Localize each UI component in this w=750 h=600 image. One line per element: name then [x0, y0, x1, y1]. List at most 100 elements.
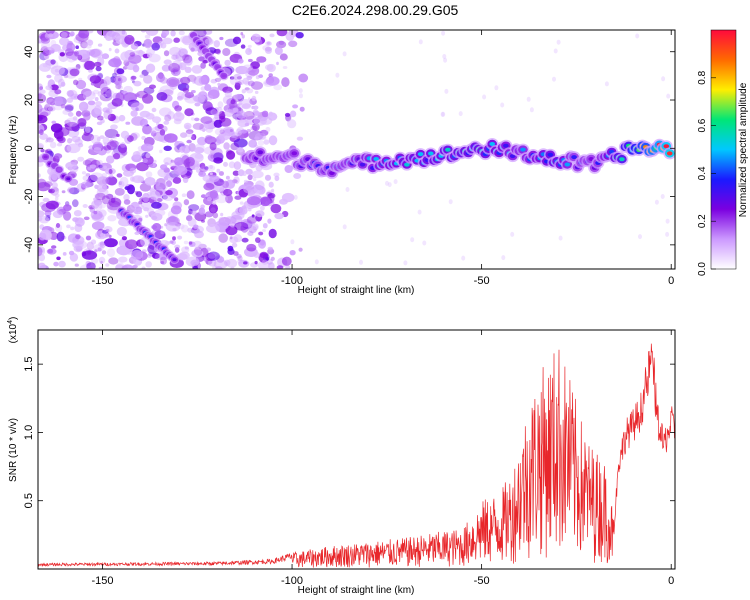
- noise-blob: [55, 223, 61, 228]
- noise-blob: [186, 215, 193, 222]
- noise-blob: [264, 174, 272, 181]
- noise-blob: [154, 209, 166, 217]
- noise-blob: [209, 165, 213, 169]
- noise-blob: [190, 47, 195, 53]
- noise-blob: [141, 266, 146, 269]
- noise-blob: [173, 37, 180, 43]
- noise-blob: [293, 173, 302, 179]
- main-trace-blob: [663, 144, 670, 149]
- noise-blob: [665, 231, 670, 237]
- noise-blob: [133, 80, 142, 87]
- noise-blob: [120, 142, 126, 148]
- noise-blob: [229, 76, 235, 80]
- noise-blob: [67, 138, 72, 144]
- noise-blob: [529, 107, 534, 113]
- noise-blob: [203, 258, 207, 262]
- noise-blob: [68, 164, 79, 173]
- noise-blob: [151, 107, 157, 113]
- noise-blob: [109, 174, 113, 178]
- noise-blob: [97, 247, 102, 252]
- noise-blob: [245, 47, 253, 56]
- snr-multiplier-close: ): [8, 317, 19, 320]
- y-tick-label: -40: [23, 237, 35, 253]
- noise-blob: [106, 248, 116, 258]
- noise-blob: [253, 251, 260, 258]
- noise-blob: [173, 112, 185, 122]
- noise-blob: [103, 76, 112, 86]
- noise-blob: [85, 173, 91, 177]
- snr-x-label: Height of straight line (km): [298, 585, 415, 596]
- noise-blob: [154, 230, 166, 240]
- noise-blob: [248, 97, 251, 101]
- noise-blob: [96, 159, 103, 166]
- noise-blob: [38, 40, 41, 44]
- noise-blob: [604, 81, 609, 87]
- noise-blob: [335, 72, 340, 78]
- noise-blob: [98, 241, 105, 247]
- noise-blob: [441, 111, 446, 117]
- noise-blob: [195, 143, 205, 153]
- noise-blob: [173, 165, 188, 176]
- noise-blob: [246, 129, 251, 133]
- noise-blob: [125, 239, 138, 250]
- noise-blob: [129, 167, 137, 174]
- noise-blob: [114, 75, 127, 84]
- noise-blob: [130, 102, 144, 112]
- noise-blob: [64, 104, 74, 111]
- noise-blob: [289, 250, 296, 256]
- noise-blob: [126, 135, 134, 143]
- noise-blob: [185, 129, 194, 135]
- noise-blob: [261, 110, 269, 118]
- noise-blob: [50, 59, 56, 65]
- main-trace-blob: [329, 171, 335, 176]
- noise-blob: [97, 43, 103, 47]
- noise-blob: [101, 173, 108, 178]
- noise-blob: [233, 138, 248, 148]
- noise-blob: [114, 48, 120, 54]
- noise-blob: [223, 188, 233, 197]
- y-tick-label: -20: [23, 189, 35, 205]
- noise-blob: [163, 133, 178, 143]
- noise-blob: [152, 116, 162, 123]
- noise-blob: [142, 93, 154, 104]
- noise-blob: [184, 131, 193, 138]
- noise-blob: [60, 31, 68, 38]
- noise-blob: [70, 226, 75, 231]
- noise-blob: [93, 197, 97, 202]
- noise-blob: [160, 230, 166, 235]
- noise-blob: [108, 169, 113, 174]
- colorbar-tick-label: 0.4: [697, 166, 708, 180]
- noise-blob: [174, 105, 183, 112]
- noise-blob: [67, 112, 74, 117]
- noise-blob: [170, 205, 182, 215]
- noise-blob: [232, 170, 240, 176]
- noise-blob: [247, 174, 253, 181]
- noise-blob: [82, 90, 96, 101]
- noise-blob: [267, 218, 272, 224]
- noise-blob: [45, 139, 48, 143]
- noise-blob: [494, 85, 499, 91]
- noise-blob: [55, 96, 63, 105]
- noise-blob: [46, 137, 54, 143]
- spectrogram-y-label: Frequency (Hz): [8, 116, 19, 185]
- noise-blob: [198, 207, 206, 215]
- noise-blob: [185, 256, 200, 267]
- noise-blob: [69, 31, 75, 37]
- noise-blob: [141, 143, 154, 152]
- noise-blob: [246, 243, 257, 252]
- noise-blob: [123, 199, 131, 205]
- noise-blob: [244, 122, 250, 127]
- noise-blob: [236, 110, 247, 119]
- noise-blob: [48, 33, 54, 38]
- noise-blob: [241, 89, 246, 94]
- main-trace-blob: [547, 152, 554, 157]
- noise-blob: [359, 259, 363, 265]
- noise-blob: [45, 98, 56, 107]
- noise-blob: [103, 165, 107, 170]
- noise-blob: [232, 107, 239, 113]
- spectrogram-frame: [37, 29, 676, 270]
- noise-blob: [285, 31, 295, 41]
- noise-blob: [52, 187, 59, 192]
- noise-blob: [173, 157, 184, 166]
- noise-blob: [230, 214, 243, 225]
